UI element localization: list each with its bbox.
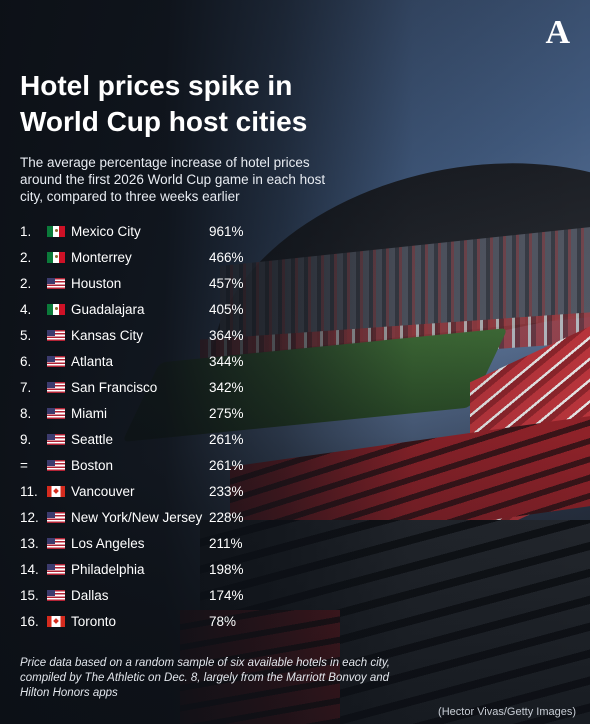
city-name: Seattle — [71, 431, 114, 447]
rank-number: 2. — [20, 249, 32, 265]
usa-flag-icon — [47, 459, 65, 471]
price-increase: 261% — [209, 431, 244, 447]
rank-number: 5. — [20, 327, 32, 343]
ranking-row: 11. Vancouver 233% — [20, 478, 270, 504]
rank-number: 14. — [20, 561, 39, 577]
footnote: Price data based on a random sample of s… — [20, 657, 390, 699]
city-name: New York/New Jersey — [71, 509, 203, 525]
subheadline: The average percentage increase of hotel… — [20, 155, 326, 204]
rank-number: 12. — [20, 509, 39, 525]
price-increase: 261% — [209, 457, 244, 473]
rank-number: = — [20, 457, 28, 473]
price-increase: 198% — [209, 561, 244, 577]
ranking-row: 6. Atlanta 344% — [20, 348, 270, 374]
city-name: Los Angeles — [71, 535, 145, 551]
city-name: Mexico City — [71, 223, 141, 239]
ranking-row: 5. Kansas City 364% — [20, 322, 270, 348]
ranking-row: 2. Monterrey 466% — [20, 244, 270, 270]
ranking-row: 4. Guadalajara 405% — [20, 296, 270, 322]
city-name: Toronto — [71, 613, 117, 629]
athletic-logo: A — [545, 14, 570, 51]
mexico-flag-icon — [47, 225, 65, 237]
city-name: Monterrey — [71, 249, 132, 265]
city-name: San Francisco — [71, 379, 158, 395]
price-increase: 342% — [209, 379, 244, 395]
usa-flag-icon — [47, 433, 65, 445]
rank-number: 7. — [20, 379, 32, 395]
ranking-row: 14. Philadelphia 198% — [20, 556, 270, 582]
price-increase: 405% — [209, 301, 244, 317]
usa-flag-icon — [47, 511, 65, 523]
ranking-row: 13. Los Angeles 211% — [20, 530, 270, 556]
usa-flag-icon — [47, 329, 65, 341]
ranking-row: 9. Seattle 261% — [20, 426, 270, 452]
price-increase: 233% — [209, 483, 244, 499]
ranking-row: 15. Dallas 174% — [20, 582, 270, 608]
city-name: Philadelphia — [71, 561, 145, 577]
usa-flag-icon — [47, 355, 65, 367]
usa-flag-icon — [47, 563, 65, 575]
ranking-row: 8. Miami 275% — [20, 400, 270, 426]
city-name: Miami — [71, 405, 107, 421]
rank-number: 11. — [20, 483, 38, 499]
mexico-flag-icon — [47, 251, 65, 263]
canada-flag-icon — [47, 485, 65, 497]
price-increase: 174% — [209, 587, 244, 603]
price-increase: 457% — [209, 275, 244, 291]
rank-number: 1. — [20, 223, 32, 239]
rank-number: 9. — [20, 431, 32, 447]
price-increase: 211% — [209, 535, 243, 551]
ranking-row: 2. Houston 457% — [20, 270, 270, 296]
city-name: Vancouver — [71, 483, 135, 499]
price-increase: 466% — [209, 249, 244, 265]
price-increase: 275% — [209, 405, 244, 421]
rank-number: 15. — [20, 587, 39, 603]
price-increase: 961% — [209, 223, 244, 239]
headline: Hotel prices spike in World Cup host cit… — [20, 70, 308, 137]
usa-flag-icon — [47, 407, 65, 419]
city-name: Houston — [71, 275, 122, 291]
ranking-list: 1. Mexico City 961% 2. Monterrey 466% 2. Housto… — [20, 218, 270, 634]
price-increase: 228% — [209, 509, 244, 525]
rank-number: 16. — [20, 613, 39, 629]
usa-flag-icon — [47, 537, 65, 549]
city-name: Kansas City — [71, 327, 144, 343]
ranking-row: 7. San Francisco 342% — [20, 374, 270, 400]
city-name: Dallas — [71, 587, 109, 603]
city-name: Guadalajara — [71, 301, 145, 317]
rank-number: 8. — [20, 405, 32, 421]
ranking-row: 1. Mexico City 961% — [20, 218, 270, 244]
usa-flag-icon — [47, 277, 65, 289]
rank-number: 13. — [20, 535, 39, 551]
ranking-row: = Boston 261% — [20, 452, 270, 478]
ranking-row: 12. New York/New Jersey 228% — [20, 504, 270, 530]
city-name: Boston — [71, 457, 114, 473]
price-increase: 78% — [209, 613, 237, 629]
rank-number: 2. — [20, 275, 32, 291]
mexico-flag-icon — [47, 303, 65, 315]
usa-flag-icon — [47, 381, 65, 393]
rank-number: 4. — [20, 301, 32, 317]
price-increase: 364% — [209, 327, 244, 343]
city-name: Atlanta — [71, 353, 114, 369]
usa-flag-icon — [47, 589, 65, 601]
canada-flag-icon — [47, 615, 65, 627]
photo-credit: (Hector Vivas/Getty Images) — [438, 706, 576, 718]
rank-number: 6. — [20, 353, 32, 369]
ranking-row: 16. Toronto 78% — [20, 608, 270, 634]
price-increase: 344% — [209, 353, 244, 369]
